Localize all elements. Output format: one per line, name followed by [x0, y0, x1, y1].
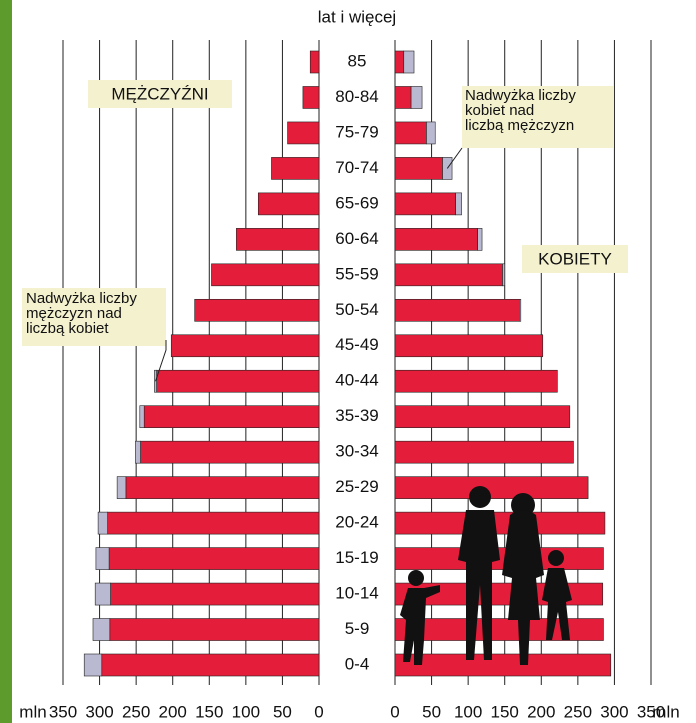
x-tick-label-left: 350 — [49, 702, 77, 721]
excess-women — [404, 51, 414, 73]
excess-men — [95, 583, 110, 605]
bar-men — [108, 512, 319, 534]
x-tick-label-right: 100 — [454, 702, 482, 721]
bar-men — [288, 122, 319, 144]
age-label: 45-49 — [335, 335, 378, 354]
bar-men — [258, 193, 319, 215]
excess-men — [93, 619, 110, 641]
bar-women — [395, 157, 443, 179]
x-tick-label-left: 300 — [85, 702, 113, 721]
age-label: 70-74 — [335, 158, 378, 177]
age-label: 80-84 — [335, 87, 378, 106]
bar-women — [395, 370, 557, 392]
x-tick-label-right: 0 — [390, 702, 399, 721]
bar-women — [395, 228, 478, 250]
age-label: 60-64 — [335, 229, 378, 248]
age-label: 40-44 — [335, 371, 378, 390]
excess-women — [411, 86, 422, 108]
x-tick-label-right: 250 — [564, 702, 592, 721]
age-label: 85 — [348, 51, 367, 70]
bar-men — [111, 583, 319, 605]
excess-women — [519, 299, 520, 321]
bar-men — [310, 51, 319, 73]
age-label: 75-79 — [335, 122, 378, 141]
bar-men — [109, 548, 319, 570]
x-tick-label-left: 100 — [232, 702, 260, 721]
age-label: 50-54 — [335, 300, 378, 319]
age-label: 5-9 — [345, 619, 370, 638]
bar-men — [195, 299, 319, 321]
bar-men — [211, 264, 319, 286]
age-label: 65-69 — [335, 193, 378, 212]
age-label: 20-24 — [335, 513, 378, 532]
bar-women — [395, 441, 573, 463]
x-tick-label-left: 50 — [273, 702, 292, 721]
excess-men — [96, 548, 109, 570]
excess-women — [478, 228, 482, 250]
bar-men — [102, 654, 319, 676]
bar-women — [395, 619, 603, 641]
series-label: MĘŻCZYŹNI — [111, 84, 208, 103]
excess-men — [135, 441, 140, 463]
excess-women — [503, 264, 505, 286]
excess-men — [117, 477, 126, 499]
bar-women — [395, 512, 605, 534]
bar-men — [157, 370, 319, 392]
bar-men — [236, 228, 319, 250]
bar-men — [303, 86, 319, 108]
unit-label: mln — [19, 702, 46, 721]
bar-women — [395, 477, 588, 499]
x-tick-label-right: 50 — [422, 702, 441, 721]
bar-women — [395, 51, 404, 73]
x-tick-label-right: 200 — [527, 702, 555, 721]
excess-men — [98, 512, 108, 534]
bar-women — [395, 654, 611, 676]
bar-men — [171, 335, 319, 357]
excess-men — [140, 406, 144, 428]
excess-women — [443, 157, 453, 179]
bar-men — [144, 406, 319, 428]
series-label: KOBIETY — [538, 249, 612, 268]
age-label: 30-34 — [335, 442, 378, 461]
age-label: 15-19 — [335, 548, 378, 567]
chart-title: lat i więcej — [318, 7, 396, 26]
bar-women — [395, 335, 543, 357]
x-tick-label-right: 300 — [600, 702, 628, 721]
age-label: 25-29 — [335, 477, 378, 496]
bar-women — [395, 299, 519, 321]
bar-women — [395, 406, 570, 428]
excess-women — [456, 193, 462, 215]
age-label: 10-14 — [335, 584, 378, 603]
age-label: 35-39 — [335, 406, 378, 425]
age-label: 55-59 — [335, 264, 378, 283]
bar-men — [110, 619, 319, 641]
bar-women — [395, 193, 456, 215]
x-tick-label-left: 0 — [314, 702, 323, 721]
bar-women — [395, 264, 503, 286]
unit-label: mln — [652, 702, 679, 721]
chart: lat i więcej 0 0 50 50 100 100 150 150 200 200 250… — [0, 0, 696, 723]
bar-women — [395, 86, 411, 108]
bar-women — [395, 122, 426, 144]
excess-men — [84, 654, 102, 676]
x-tick-label-left: 200 — [159, 702, 187, 721]
bar-men — [126, 477, 319, 499]
side-bar — [0, 0, 12, 723]
age-label: 0-4 — [345, 654, 370, 673]
x-tick-label-right: 150 — [491, 702, 519, 721]
bar-men — [271, 157, 319, 179]
x-tick-label-left: 150 — [195, 702, 223, 721]
excess-women — [426, 122, 435, 144]
x-tick-label-left: 250 — [122, 702, 150, 721]
bar-men — [141, 441, 319, 463]
